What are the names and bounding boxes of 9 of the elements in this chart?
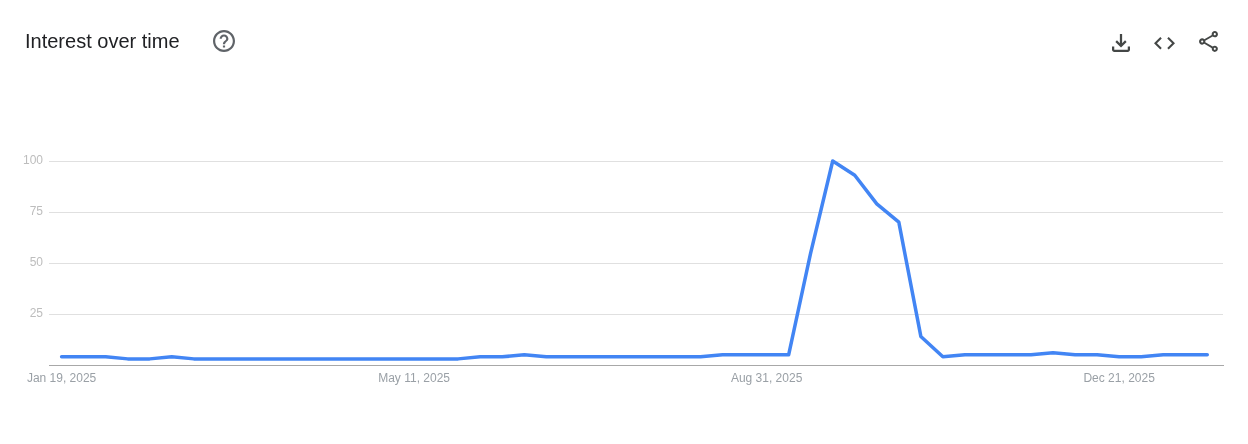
x-tick-label: May 11, 2025: [378, 370, 451, 385]
x-tick-label: Aug 31, 2025: [730, 370, 803, 385]
y-tick-label: 25: [29, 306, 44, 321]
y-tick-label: 75: [29, 204, 44, 219]
chart-title: Interest over time: [25, 29, 180, 53]
y-tick-label: 50: [29, 255, 44, 270]
x-tick-label: Jan 19, 2025: [26, 370, 97, 385]
y-tick-label: 100: [22, 153, 44, 168]
x-tick-label: Dec 21, 2025: [1083, 370, 1156, 385]
